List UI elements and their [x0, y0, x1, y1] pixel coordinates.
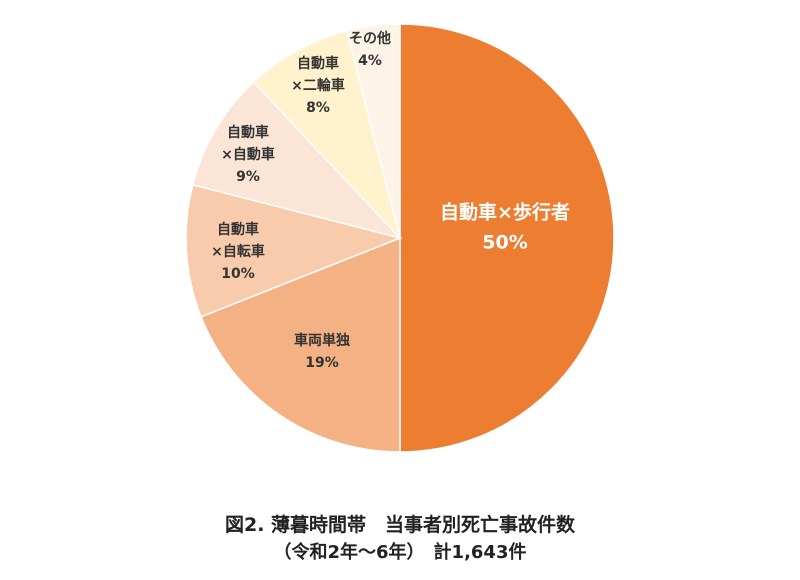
slice-value-label: 50%	[482, 232, 527, 254]
pie-label-5: その他 4%	[349, 30, 391, 69]
slice-category-label: その他	[349, 30, 391, 47]
pie-label-1: 車両単独 19%	[294, 332, 350, 371]
slice-value-label: 19%	[305, 355, 339, 371]
chart-title: 図2. 薄暮時間帯 当事者別死亡事故件数	[224, 514, 576, 536]
pie-chart: 自動車×歩行者50%車両単独19%自動車×自転車10%自動車×自動車9%自動車×…	[185, 23, 615, 453]
pie-slice-4	[252, 29, 401, 239]
pie-slice-0	[399, 23, 615, 453]
pie-slice-1	[200, 236, 401, 453]
pie-slice-3	[191, 80, 403, 240]
pie-slice-5	[345, 23, 401, 239]
pie-label-2: 自動車 ×自転車 10%	[211, 221, 265, 282]
pie-label-4: 自動車 ×二輪車 8%	[291, 55, 345, 116]
slice-value-label: 8%	[306, 100, 330, 116]
slice-category-label: 車両単独	[294, 332, 350, 349]
slice-value-label: 9%	[236, 169, 260, 185]
pie-slice-2	[185, 183, 403, 318]
slice-value-label: 10%	[221, 266, 255, 282]
chart-subtitle: （令和2年～6年） 計1,643件	[273, 542, 527, 563]
pie-label-0: 自動車×歩行者 50%	[440, 201, 570, 254]
slice-category-label: 自動車	[297, 55, 339, 72]
slice-category-label: ×二輪車	[291, 77, 345, 94]
slice-value-label: 4%	[358, 53, 382, 69]
slice-category-label: 自動車	[217, 221, 259, 238]
slice-category-label: 自動車×歩行者	[440, 201, 570, 224]
slice-category-label: ×自動車	[221, 146, 275, 163]
slice-category-label: ×自転車	[211, 243, 265, 260]
slice-category-label: 自動車	[227, 124, 269, 141]
pie-label-3: 自動車 ×自動車 9%	[221, 124, 275, 185]
